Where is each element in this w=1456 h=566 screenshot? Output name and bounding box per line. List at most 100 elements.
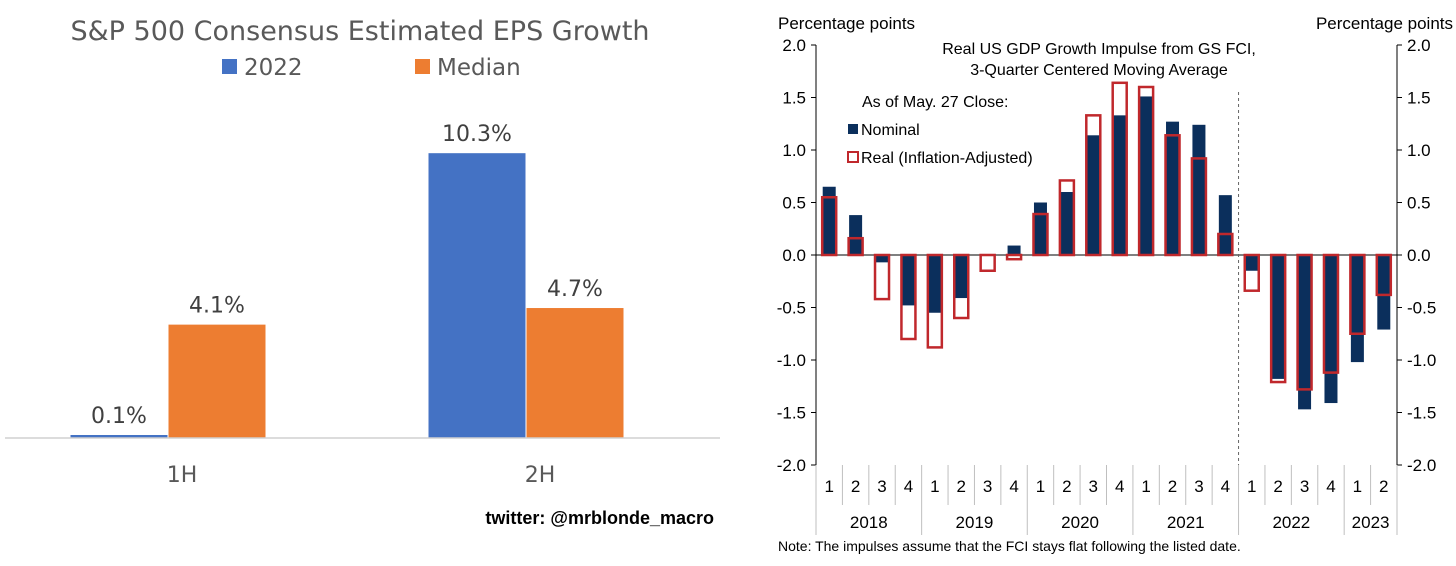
left-y-tick-label: 2.0 bbox=[782, 36, 806, 55]
twitter-credit: twitter: @mrblonde_macro bbox=[485, 508, 714, 528]
legend-swatch-2022 bbox=[222, 59, 237, 74]
year-label-2020: 2020 bbox=[1061, 513, 1099, 532]
right-bars bbox=[820, 81, 1393, 410]
left-legend: 2022 Median bbox=[222, 55, 521, 81]
bar-real bbox=[979, 253, 996, 272]
right-chart-title: Real US GDP Growth Impulse from GS FCI, bbox=[942, 41, 1256, 58]
category-label-2h: 2H bbox=[525, 463, 556, 488]
legend-heading: As of May. 27 Close: bbox=[862, 94, 1008, 111]
left-y-tick-label: 1.0 bbox=[782, 141, 806, 160]
legend-label-2022: 2022 bbox=[244, 55, 303, 81]
year-label-2019: 2019 bbox=[956, 513, 994, 532]
bar-real bbox=[1217, 232, 1234, 257]
bar-nominal bbox=[1377, 255, 1391, 330]
bar-real bbox=[1190, 157, 1208, 257]
bar-nominal bbox=[1113, 115, 1127, 255]
legend-label-nominal: Nominal bbox=[861, 122, 920, 139]
data-label-2022-1h: 0.1% bbox=[91, 404, 147, 429]
quarter-label: 3 bbox=[1089, 477, 1098, 496]
eps-growth-chart: S&P 500 Consensus Estimated EPS Growth 2… bbox=[5, 16, 720, 528]
year-label-2018: 2018 bbox=[850, 513, 888, 532]
legend-swatch-nominal bbox=[848, 124, 858, 134]
bar-real bbox=[1349, 253, 1366, 335]
quarter-label: 2 bbox=[1062, 477, 1071, 496]
quarter-label: 1 bbox=[1247, 477, 1256, 496]
bar-nominal bbox=[1298, 255, 1312, 410]
bar-nominal bbox=[1166, 121, 1180, 256]
bar-nominal bbox=[1271, 255, 1285, 379]
bar-real bbox=[1111, 81, 1128, 257]
quarter-label: 2 bbox=[957, 477, 966, 496]
bar-real bbox=[1243, 253, 1260, 292]
bar-real bbox=[820, 196, 838, 257]
footnote: Note: The impulses assume that the FCI s… bbox=[778, 538, 1241, 554]
quarter-label: 2 bbox=[1168, 477, 1177, 496]
bar-nominal bbox=[1139, 96, 1153, 255]
bar-nominal bbox=[1033, 202, 1047, 255]
left-y-tick-label: -2.0 bbox=[777, 456, 806, 475]
quarter-label: 4 bbox=[1115, 477, 1124, 496]
bar-nominal bbox=[1060, 192, 1074, 255]
quarter-label: 1 bbox=[930, 477, 939, 496]
right-y-tick-label: 2.0 bbox=[1407, 36, 1431, 55]
left-y-tick-label: 0.0 bbox=[782, 246, 806, 265]
quarter-label: 3 bbox=[1194, 477, 1203, 496]
gdp-impulse-chart: Percentage points Percentage points Real… bbox=[777, 14, 1453, 554]
right-y-tick-label: -2.0 bbox=[1407, 456, 1436, 475]
quarter-label: 1 bbox=[1141, 477, 1150, 496]
quarter-label: 3 bbox=[877, 477, 886, 496]
bar-nominal bbox=[822, 186, 836, 255]
quarter-label: 2 bbox=[1379, 477, 1388, 496]
left-chart-title: S&P 500 Consensus Estimated EPS Growth bbox=[70, 16, 649, 47]
bar-real bbox=[847, 236, 864, 257]
data-label-2022-2h: 10.3% bbox=[442, 122, 512, 147]
right-legend: As of May. 27 Close: Nominal Real (Inflati… bbox=[847, 94, 1033, 167]
right-y-tick-label: -1.0 bbox=[1407, 351, 1436, 370]
left-y-tick-label: 0.5 bbox=[782, 194, 806, 213]
bar-real bbox=[1375, 253, 1393, 297]
quarter-label: 4 bbox=[1221, 477, 1230, 496]
bar-real bbox=[873, 253, 891, 301]
bar-nominal bbox=[1350, 255, 1364, 363]
bar-nominal bbox=[1218, 195, 1232, 255]
bar-real bbox=[1137, 85, 1155, 257]
bar-real bbox=[1164, 134, 1181, 257]
quarter-label: 3 bbox=[983, 477, 992, 496]
bar-nominal bbox=[901, 255, 915, 306]
legend-label-real: Real (Inflation-Adjusted) bbox=[861, 150, 1033, 167]
right-y-tick-label: 0.0 bbox=[1407, 246, 1431, 265]
legend-label-median: Median bbox=[437, 55, 521, 81]
quarter-label: 2 bbox=[1273, 477, 1282, 496]
year-label-2022: 2022 bbox=[1272, 513, 1310, 532]
left-bars: 0.1% 4.1% 10.3% 4.7% bbox=[70, 122, 624, 438]
bar-nominal bbox=[1007, 245, 1021, 255]
quarter-label: 3 bbox=[1300, 477, 1309, 496]
bar-real bbox=[1322, 253, 1340, 374]
bar-real bbox=[1085, 114, 1102, 257]
left-x-axis: 1H 2H bbox=[167, 463, 556, 488]
bar-real bbox=[900, 253, 917, 341]
quarter-label: 1 bbox=[1036, 477, 1045, 496]
bar-nominal bbox=[1086, 135, 1100, 255]
bar-nominal bbox=[928, 255, 942, 313]
quarter-label: 2 bbox=[851, 477, 860, 496]
data-label-median-2h: 4.7% bbox=[547, 277, 603, 302]
bar-real bbox=[953, 253, 970, 320]
left-y-tick-label: -0.5 bbox=[777, 299, 806, 318]
y-axes: 2.0 2.0 1.5 1.5 1.0 1.0 0.5 0.5 0.0 0.0 -0.5 -0.5 -1… bbox=[777, 36, 1437, 475]
bar-nominal bbox=[1192, 124, 1206, 255]
right-y-tick-label: 0.5 bbox=[1407, 194, 1431, 213]
quarter-label: 1 bbox=[1353, 477, 1362, 496]
bar-2022-2h bbox=[428, 153, 526, 438]
right-y-tick-label: 1.5 bbox=[1407, 89, 1431, 108]
right-chart-subtitle: 3-Quarter Centered Moving Average bbox=[970, 62, 1228, 79]
bar-nominal bbox=[954, 255, 968, 299]
legend-swatch-median bbox=[415, 59, 430, 74]
right-y-tick-label: -0.5 bbox=[1407, 299, 1436, 318]
quarter-label: 4 bbox=[1009, 477, 1018, 496]
legend-swatch-real bbox=[847, 151, 859, 163]
bar-nominal bbox=[1245, 255, 1259, 271]
bar-nominal bbox=[1324, 255, 1338, 404]
bar-median-2h bbox=[526, 308, 624, 438]
